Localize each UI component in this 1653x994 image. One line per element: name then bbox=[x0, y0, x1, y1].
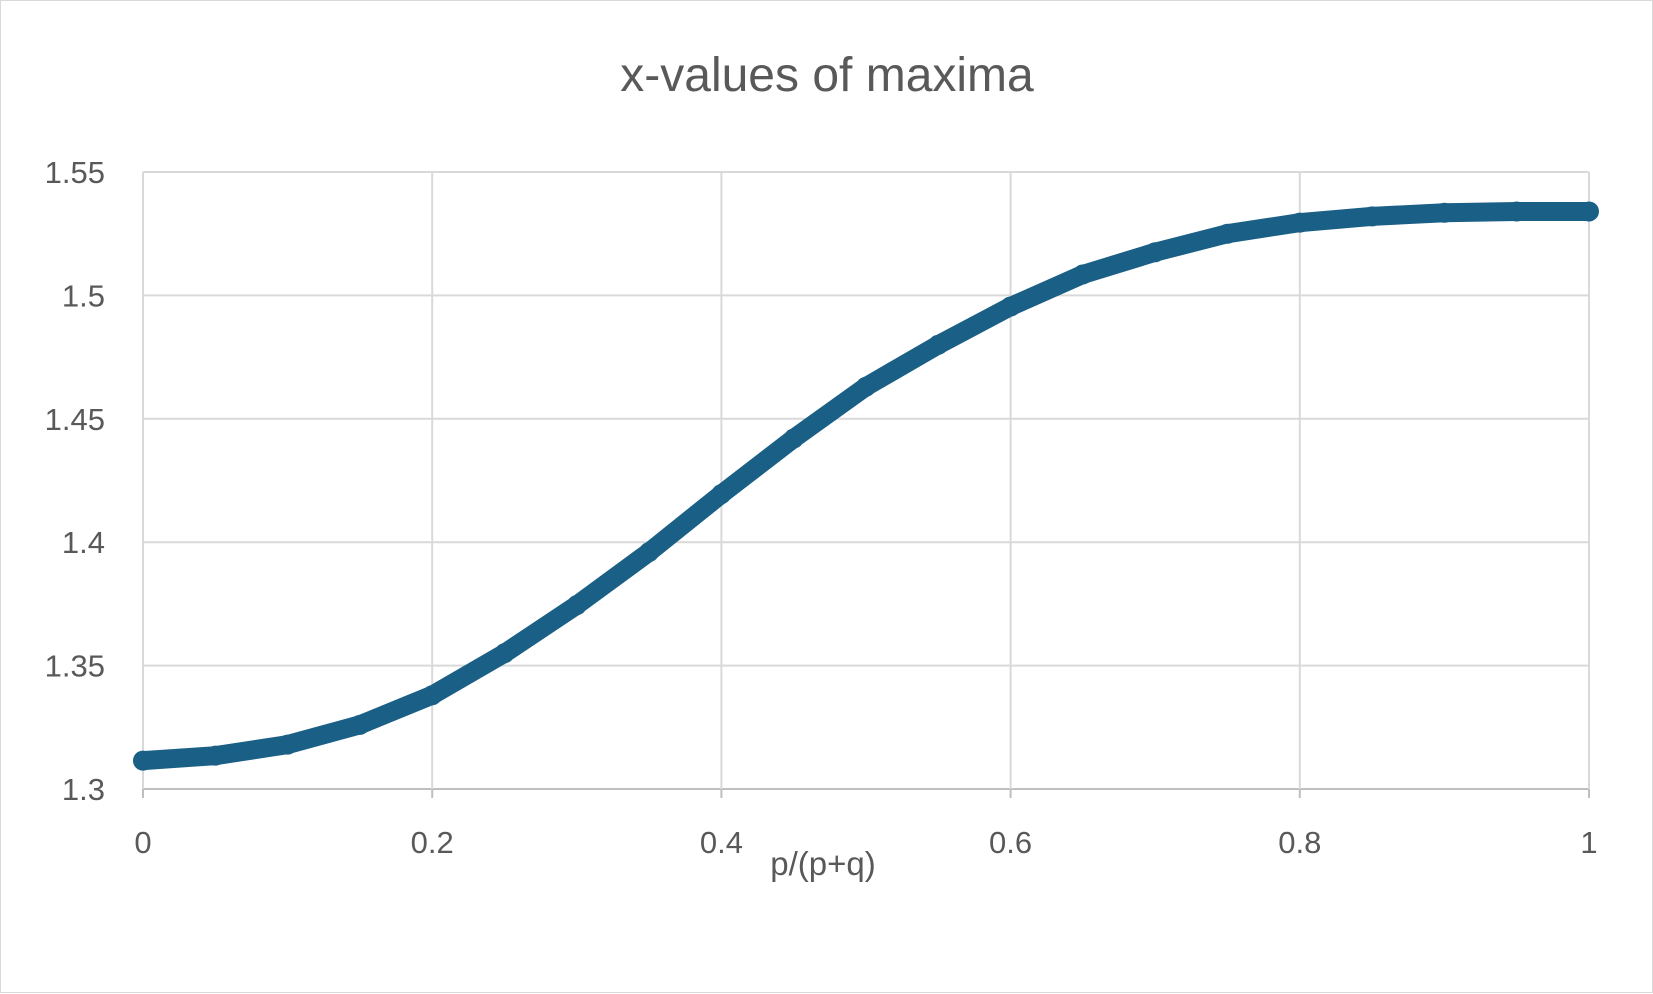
data-point bbox=[566, 595, 587, 616]
x-tick-label: 0.6 bbox=[989, 825, 1032, 860]
x-tick-label: 0.4 bbox=[700, 825, 743, 860]
y-tick-label: 1.5 bbox=[62, 278, 105, 313]
data-point bbox=[856, 376, 876, 397]
data-point bbox=[1579, 201, 1599, 222]
data-point bbox=[1362, 206, 1383, 227]
y-axis-ticks: 1.3 1.35 1.4 1.45 1.5 1.55 bbox=[45, 155, 105, 807]
y-tick-label: 1.4 bbox=[62, 525, 105, 560]
data-point bbox=[494, 643, 515, 664]
data-point bbox=[1000, 296, 1021, 317]
data-point bbox=[205, 745, 226, 766]
chart-title: x-values of maxima bbox=[620, 49, 1034, 102]
y-tick-label: 1.45 bbox=[45, 402, 105, 437]
data-series bbox=[133, 201, 1599, 771]
data-point bbox=[928, 334, 949, 355]
x-axis-label: p/(p+q) bbox=[770, 845, 875, 882]
data-point bbox=[639, 542, 660, 563]
data-point bbox=[422, 685, 443, 706]
data-point bbox=[1145, 242, 1166, 263]
data-point bbox=[1289, 212, 1310, 233]
data-point bbox=[783, 428, 804, 449]
x-axis-ticks: 0 0.2 0.4 0.6 0.8 1 bbox=[134, 825, 1597, 860]
data-point bbox=[133, 750, 153, 771]
series-line bbox=[133, 202, 1599, 771]
data-point bbox=[1072, 264, 1093, 285]
y-tick-label: 1.55 bbox=[45, 155, 105, 190]
x-tick-label: 0.2 bbox=[411, 825, 454, 860]
y-tick-label: 1.35 bbox=[45, 649, 105, 684]
data-point bbox=[277, 734, 298, 755]
x-tick-label: 0.8 bbox=[1278, 825, 1321, 860]
x-tick-label: 0 bbox=[134, 825, 151, 860]
x-tick-label: 1 bbox=[1580, 825, 1597, 860]
data-point bbox=[1434, 202, 1455, 223]
data-point bbox=[1506, 201, 1527, 222]
data-point bbox=[349, 714, 370, 735]
y-tick-label: 1.3 bbox=[62, 772, 105, 807]
gridlines bbox=[142, 171, 1590, 798]
data-point bbox=[711, 484, 732, 505]
data-point bbox=[1217, 223, 1238, 244]
